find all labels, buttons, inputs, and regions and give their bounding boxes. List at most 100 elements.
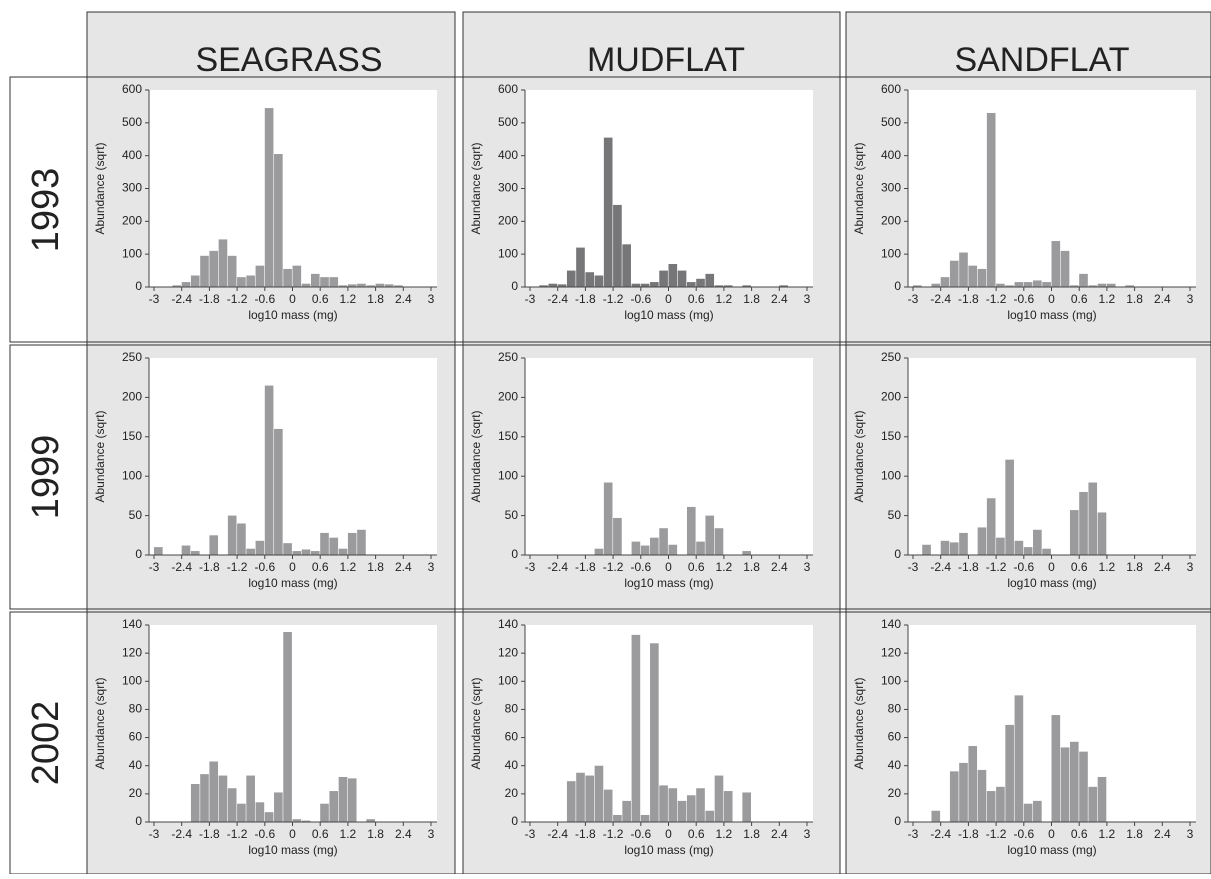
x-tick-label: 0.6: [688, 560, 705, 574]
x-tick-label: -1.8: [958, 827, 979, 841]
bar: [264, 812, 274, 822]
x-tick-label: 2.4: [771, 560, 788, 574]
bar: [301, 549, 311, 555]
x-tick-label: -3: [149, 827, 160, 841]
y-axis-label: Abundance (sqrt): [852, 410, 866, 502]
bar: [779, 285, 788, 287]
x-tick-label: 3: [428, 292, 435, 306]
y-tick-label: 100: [122, 673, 142, 687]
bar: [1069, 285, 1079, 287]
bar: [968, 746, 978, 822]
x-tick-label: -3: [525, 292, 536, 306]
y-tick-label: 100: [498, 246, 518, 260]
y-tick-label: 80: [888, 702, 902, 716]
y-axis-label: Abundance (sqrt): [93, 677, 107, 769]
x-tick-label: 0.6: [312, 560, 329, 574]
bar: [585, 272, 595, 287]
row-header: 1999: [25, 435, 67, 520]
bar: [613, 517, 622, 555]
bar: [677, 800, 687, 822]
bar: [613, 814, 622, 822]
bar: [576, 772, 585, 822]
bar: [283, 632, 292, 822]
y-tick-label: 100: [881, 468, 901, 482]
bar: [705, 273, 715, 287]
bar: [668, 264, 678, 287]
bar: [375, 283, 385, 287]
bar: [1088, 786, 1098, 822]
y-tick-label: 120: [881, 645, 901, 659]
plot-area: [525, 358, 813, 555]
bar: [613, 204, 622, 287]
y-axis-label: Abundance (sqrt): [93, 142, 107, 234]
y-tick-label: 50: [505, 508, 519, 522]
bar: [246, 548, 255, 555]
x-tick-label: -1.8: [199, 560, 220, 574]
bar: [986, 498, 996, 555]
bar: [190, 551, 200, 555]
x-tick-label: 2.4: [1154, 827, 1171, 841]
bar: [218, 775, 228, 822]
x-tick-label: 0.6: [312, 827, 329, 841]
bar: [200, 774, 209, 822]
bar: [594, 275, 604, 287]
x-tick-label: 0.6: [688, 292, 705, 306]
bar: [640, 545, 650, 555]
y-tick-label: 200: [498, 390, 518, 404]
x-tick-label: 1.2: [1099, 827, 1116, 841]
column-header: SEAGRASS: [195, 41, 382, 79]
y-axis-label: Abundance (sqrt): [469, 142, 483, 234]
y-tick-label: 0: [511, 279, 518, 293]
bar: [246, 275, 255, 287]
bar: [686, 795, 696, 822]
x-tick-label: -2.4: [930, 827, 951, 841]
bar: [640, 814, 650, 822]
x-tick-label: 0.6: [1071, 560, 1088, 574]
x-tick-label: 3: [804, 560, 811, 574]
x-tick-label: 0.6: [312, 292, 329, 306]
bar: [714, 528, 724, 555]
bar: [949, 542, 959, 555]
bar: [1088, 285, 1098, 287]
bar: [274, 428, 283, 555]
bar: [723, 285, 733, 287]
bar: [1125, 285, 1134, 287]
x-tick-label: 2.4: [771, 827, 788, 841]
bar: [1014, 695, 1024, 822]
x-tick-label: -0.6: [1013, 827, 1034, 841]
y-tick-label: 100: [881, 246, 901, 260]
bar: [539, 285, 548, 287]
bar: [329, 537, 339, 555]
y-tick-label: 200: [122, 214, 142, 228]
bar: [1051, 241, 1061, 287]
x-tick-label: -1.8: [958, 292, 979, 306]
bar: [714, 285, 724, 287]
bar: [996, 283, 1005, 287]
bar: [154, 547, 163, 555]
y-tick-label: 140: [881, 617, 901, 631]
y-axis-label: Abundance (sqrt): [93, 410, 107, 502]
y-tick-label: 60: [129, 730, 143, 744]
bar: [659, 785, 668, 822]
bar: [301, 820, 311, 822]
x-tick-label: 2.4: [1154, 560, 1171, 574]
row-header: 1993: [25, 168, 67, 253]
bar: [949, 260, 959, 287]
bar: [686, 282, 696, 287]
x-tick-label: 1.2: [716, 292, 733, 306]
bar: [659, 270, 668, 287]
bar: [742, 792, 751, 822]
row-frame: [9, 344, 1211, 610]
bar: [209, 250, 219, 287]
x-tick-label: -2.4: [547, 827, 568, 841]
x-tick-label: -0.6: [254, 292, 275, 306]
x-tick-label: -0.6: [630, 827, 651, 841]
y-tick-label: 140: [122, 617, 142, 631]
bar: [631, 541, 641, 555]
x-axis-label: log10 mass (mg): [248, 576, 337, 590]
y-tick-label: 200: [122, 390, 142, 404]
y-tick-label: 20: [129, 786, 143, 800]
bar: [677, 270, 687, 287]
x-tick-label: 1.2: [1099, 560, 1116, 574]
bar: [394, 285, 403, 287]
